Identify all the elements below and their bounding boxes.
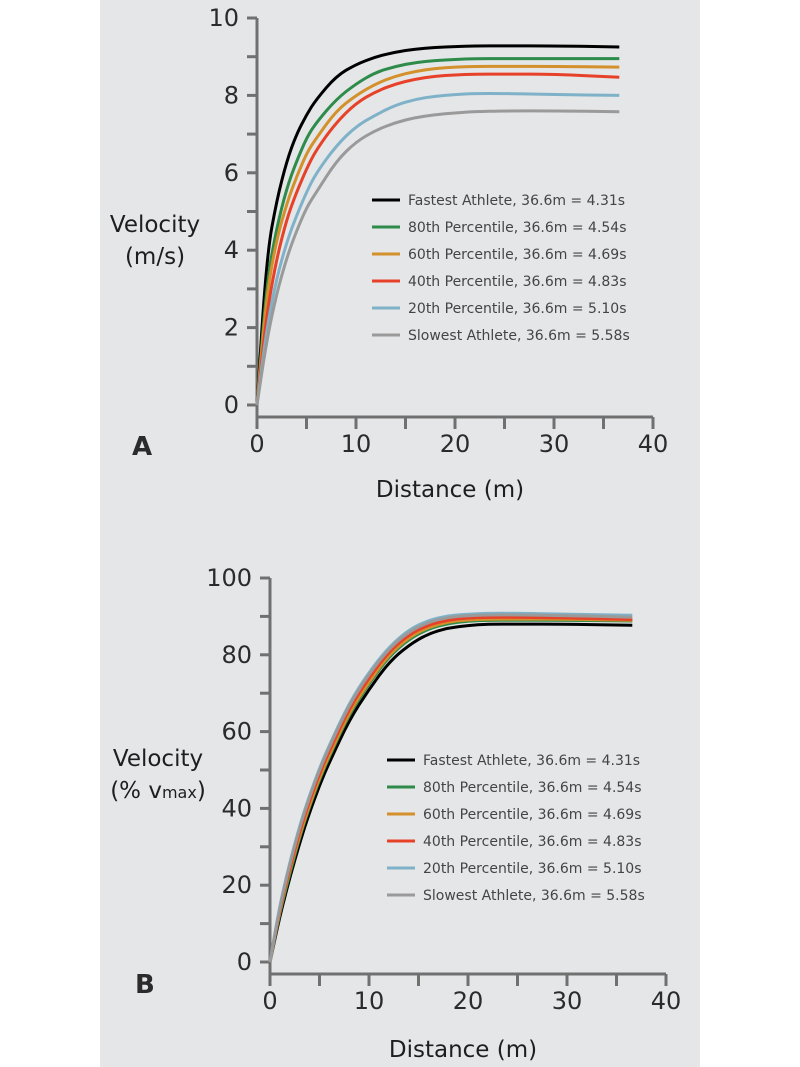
x-tick-label: 40 xyxy=(651,987,682,1015)
series-line-5 xyxy=(255,109,620,406)
y-tick-label: 2 xyxy=(224,314,239,342)
legend-label-2: 60th Percentile, 36.6m = 4.69s xyxy=(423,807,642,823)
series-line-5 xyxy=(268,613,633,963)
y-axis-unit: (m/s) xyxy=(125,244,185,270)
series-line-0 xyxy=(255,44,620,406)
y-tick-label: 0 xyxy=(224,391,239,419)
legend-label-3: 40th Percentile, 36.6m = 4.83s xyxy=(408,274,627,290)
y-axis-unit: (% vmax) xyxy=(110,778,206,804)
legend-label-5: Slowest Athlete, 36.6m = 5.58s xyxy=(423,888,645,904)
x-tick-label: 0 xyxy=(249,430,264,458)
x-tick-label: 40 xyxy=(638,430,669,458)
x-tick-label: 20 xyxy=(440,430,471,458)
x-tick-label: 0 xyxy=(262,987,277,1015)
y-tick-label: 8 xyxy=(224,81,239,109)
legend-label-1: 80th Percentile, 36.6m = 4.54s xyxy=(423,780,642,796)
y-tick-label: 20 xyxy=(221,871,252,899)
legend-label-1: 80th Percentile, 36.6m = 4.54s xyxy=(408,220,627,236)
legend-label-4: 20th Percentile, 36.6m = 5.10s xyxy=(408,301,627,317)
x-tick-label: 10 xyxy=(354,987,385,1015)
y-tick-label: 6 xyxy=(224,159,239,187)
x-tick-label: 30 xyxy=(539,430,570,458)
y-tick-label: 4 xyxy=(224,236,239,264)
legend-label-3: 40th Percentile, 36.6m = 4.83s xyxy=(423,834,642,850)
x-axis-label: Distance (m) xyxy=(389,1037,537,1063)
series-line-1 xyxy=(255,57,620,406)
series-line-3 xyxy=(255,72,620,406)
x-tick-label: 30 xyxy=(552,987,583,1015)
series-line-2 xyxy=(255,64,620,406)
y-axis-label: Velocity xyxy=(110,212,200,238)
legend-label-5: Slowest Athlete, 36.6m = 5.58s xyxy=(408,328,630,344)
figure: 0 2 4 6 8 10 0 10 20 30 40 Distance (m) Velocity (m/s… xyxy=(100,0,700,1067)
chart-b: 0 20 40 60 80 100 0 10 20 30 40 Distance (m) Velocit… xyxy=(110,564,681,1063)
x-tick-label: 20 xyxy=(453,987,484,1015)
y-tick-label: 10 xyxy=(208,4,239,32)
legend-label-0: Fastest Athlete, 36.6m = 4.31s xyxy=(423,753,640,769)
y-tick-label: 100 xyxy=(206,564,252,592)
y-tick-label: 80 xyxy=(221,641,252,669)
x-axis-label: Distance (m) xyxy=(376,477,524,503)
legend-label-4: 20th Percentile, 36.6m = 5.10s xyxy=(423,861,642,877)
panel-label: B xyxy=(135,970,155,1000)
series-line-4 xyxy=(255,92,620,406)
y-axis-label: Velocity xyxy=(113,746,203,772)
y-tick-label: 60 xyxy=(221,718,252,746)
x-tick-label: 10 xyxy=(341,430,372,458)
legend-label-0: Fastest Athlete, 36.6m = 4.31s xyxy=(408,193,625,209)
panel-label: A xyxy=(132,432,152,462)
y-tick-label: 40 xyxy=(221,794,252,822)
y-tick-label: 0 xyxy=(237,948,252,976)
legend-label-2: 60th Percentile, 36.6m = 4.69s xyxy=(408,247,627,263)
chart-a: 0 2 4 6 8 10 0 10 20 30 40 Distance (m) Velocity (m/s… xyxy=(110,4,668,503)
